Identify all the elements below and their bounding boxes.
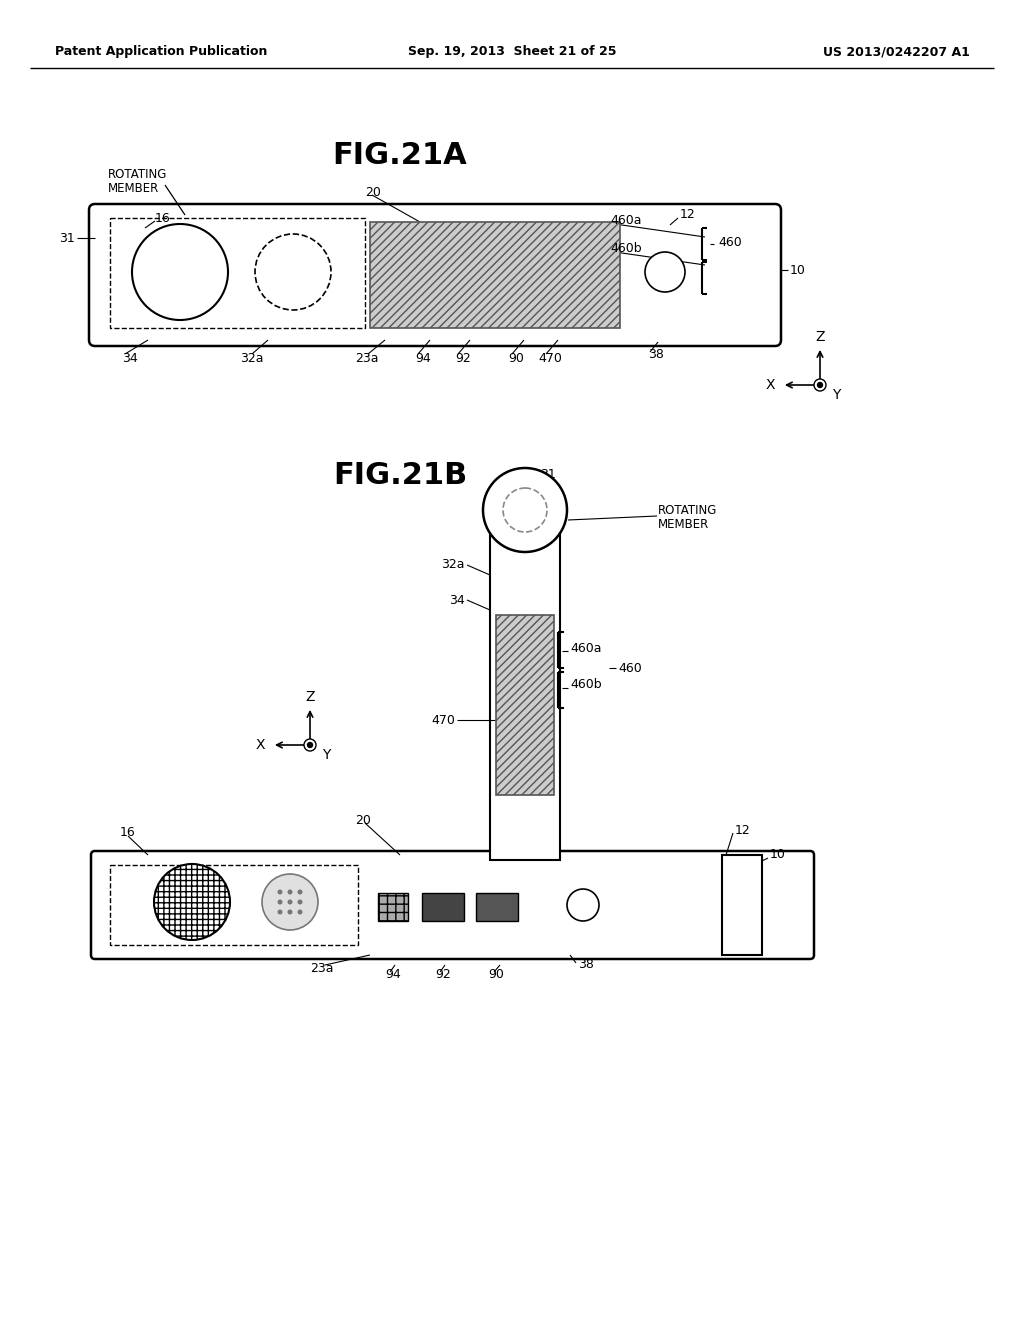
Circle shape — [154, 865, 230, 940]
Circle shape — [278, 899, 283, 904]
Circle shape — [503, 488, 547, 532]
Circle shape — [298, 899, 302, 904]
Circle shape — [483, 469, 567, 552]
Bar — [722, 855, 762, 954]
Text: Y: Y — [322, 748, 331, 762]
Text: 460b: 460b — [610, 242, 642, 255]
Text: 38: 38 — [648, 348, 664, 362]
Text: 20: 20 — [355, 813, 371, 826]
Circle shape — [288, 899, 293, 904]
Text: FIG.21B: FIG.21B — [333, 461, 467, 490]
Text: FIG.21A: FIG.21A — [333, 140, 467, 169]
Text: 460a: 460a — [610, 214, 641, 227]
Circle shape — [817, 383, 822, 388]
Circle shape — [278, 890, 283, 895]
Text: 34: 34 — [122, 351, 138, 364]
Bar — [110, 218, 365, 327]
Text: 460a: 460a — [570, 642, 601, 655]
Text: Patent Application Publication: Patent Application Publication — [55, 45, 267, 58]
Text: 38: 38 — [578, 958, 594, 972]
Text: 90: 90 — [488, 969, 504, 982]
Bar — [496, 615, 554, 795]
Text: US 2013/0242207 A1: US 2013/0242207 A1 — [823, 45, 970, 58]
Text: 12: 12 — [680, 209, 695, 222]
Text: 10: 10 — [770, 849, 785, 862]
Text: 34: 34 — [450, 594, 465, 606]
Text: 31: 31 — [59, 231, 75, 244]
Text: ROTATING: ROTATING — [108, 169, 167, 181]
Circle shape — [304, 739, 316, 751]
Text: MEMBER: MEMBER — [108, 181, 160, 194]
Text: 460: 460 — [718, 235, 741, 248]
Text: 23a: 23a — [355, 351, 379, 364]
Text: MEMBER: MEMBER — [658, 517, 710, 531]
Text: X: X — [255, 738, 265, 752]
Circle shape — [567, 888, 599, 921]
Text: Y: Y — [831, 388, 841, 403]
Text: 460: 460 — [618, 661, 642, 675]
Circle shape — [645, 252, 685, 292]
Text: 90: 90 — [508, 351, 524, 364]
Text: 32a: 32a — [441, 558, 465, 572]
Text: 94: 94 — [415, 351, 431, 364]
Circle shape — [298, 890, 302, 895]
Text: 20: 20 — [365, 186, 381, 198]
Bar — [370, 222, 620, 327]
Text: 32a: 32a — [240, 351, 263, 364]
Text: Z: Z — [815, 330, 824, 345]
Circle shape — [132, 224, 228, 319]
Text: 16: 16 — [120, 826, 136, 840]
Circle shape — [814, 379, 826, 391]
Bar — [476, 894, 518, 921]
Text: ROTATING: ROTATING — [658, 503, 718, 516]
Text: 31: 31 — [540, 469, 556, 482]
Bar — [490, 520, 560, 861]
Circle shape — [288, 890, 293, 895]
Text: 470: 470 — [431, 714, 455, 726]
Text: 12: 12 — [735, 824, 751, 837]
Circle shape — [298, 909, 302, 915]
Circle shape — [307, 742, 312, 747]
Circle shape — [262, 874, 318, 931]
FancyBboxPatch shape — [89, 205, 781, 346]
Text: X: X — [765, 378, 775, 392]
Text: 92: 92 — [435, 969, 451, 982]
Text: 470: 470 — [538, 351, 562, 364]
Text: Sep. 19, 2013  Sheet 21 of 25: Sep. 19, 2013 Sheet 21 of 25 — [408, 45, 616, 58]
Text: 10: 10 — [790, 264, 806, 276]
Bar — [110, 865, 358, 945]
Text: 16: 16 — [155, 211, 171, 224]
Bar — [378, 894, 408, 921]
Text: 94: 94 — [385, 969, 400, 982]
FancyBboxPatch shape — [91, 851, 814, 960]
Text: Z: Z — [305, 690, 314, 704]
Circle shape — [255, 234, 331, 310]
Text: 23a: 23a — [310, 961, 334, 974]
Text: 460b: 460b — [570, 678, 602, 692]
Text: 92: 92 — [455, 351, 471, 364]
Circle shape — [278, 909, 283, 915]
Circle shape — [288, 909, 293, 915]
Bar — [422, 894, 464, 921]
